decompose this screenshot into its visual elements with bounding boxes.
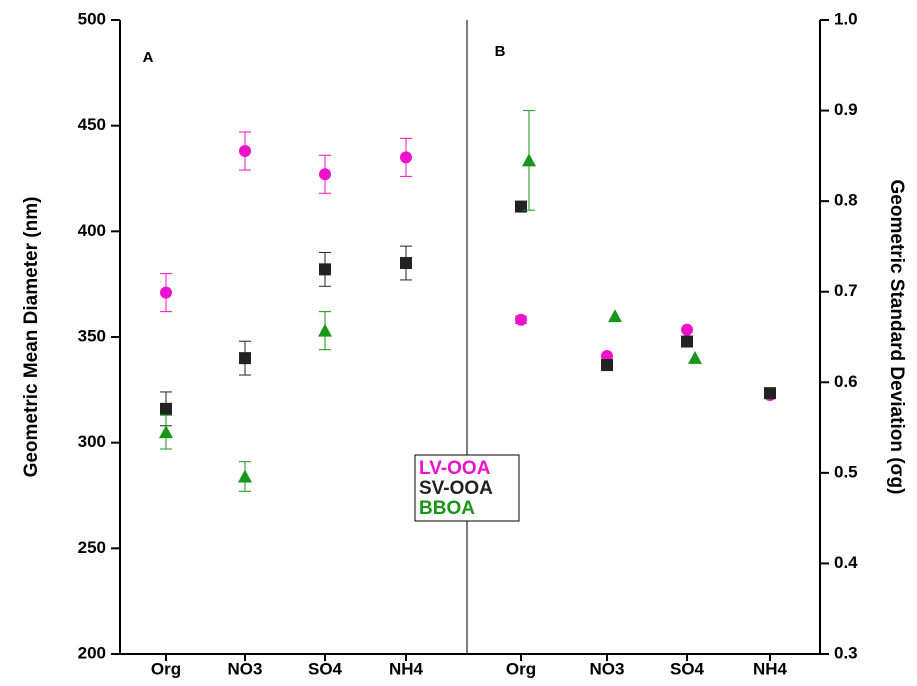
marker bbox=[239, 352, 251, 365]
y-tick-label: 200 bbox=[78, 643, 106, 662]
y-tick-label: 500 bbox=[78, 9, 106, 28]
marker bbox=[400, 151, 412, 164]
marker bbox=[688, 350, 702, 364]
marker bbox=[319, 168, 331, 181]
y-tick-label: 400 bbox=[78, 221, 106, 240]
y2-axis-title: Geometric Standard Deviation (σg) bbox=[886, 180, 907, 495]
x-tick-label: NH4 bbox=[389, 659, 424, 678]
marker bbox=[601, 350, 613, 363]
marker bbox=[601, 359, 613, 372]
x-tick-label: NO3 bbox=[590, 659, 625, 678]
panel-label: A bbox=[143, 49, 154, 66]
y-tick-label: 0.4 bbox=[834, 553, 858, 572]
y-tick-label: 0.7 bbox=[834, 281, 858, 300]
y-tick-label: 0.5 bbox=[834, 462, 858, 481]
marker bbox=[238, 469, 252, 483]
legend-box bbox=[414, 454, 520, 522]
legend-entry: LV-OOA bbox=[419, 458, 491, 479]
marker bbox=[319, 263, 331, 276]
y-tick-label: 450 bbox=[78, 115, 106, 134]
y-tick-label: 0.8 bbox=[834, 191, 858, 210]
marker bbox=[522, 153, 536, 167]
marker bbox=[681, 335, 693, 348]
x-tick-label: Org bbox=[506, 659, 536, 678]
legend-entry: SV-OOA bbox=[419, 478, 493, 499]
marker bbox=[159, 425, 173, 439]
y-tick-label: 350 bbox=[78, 326, 106, 345]
x-tick-label: Org bbox=[151, 659, 181, 678]
marker bbox=[160, 286, 172, 299]
x-tick-label: SO4 bbox=[308, 659, 343, 678]
marker bbox=[515, 313, 527, 326]
y-tick-label: 250 bbox=[78, 538, 106, 557]
y-tick-label: 300 bbox=[78, 432, 106, 451]
marker bbox=[681, 323, 693, 336]
marker bbox=[239, 145, 251, 158]
y-tick-label: 0.9 bbox=[834, 100, 858, 119]
y-axis-title: Geometric Mean Diameter (nm) bbox=[21, 197, 42, 478]
x-tick-label: SO4 bbox=[670, 659, 705, 678]
panel-label: B bbox=[495, 43, 506, 60]
legend-entry: BBOA bbox=[419, 498, 475, 519]
x-tick-label: NH4 bbox=[753, 659, 788, 678]
marker bbox=[608, 309, 622, 323]
marker bbox=[318, 323, 332, 337]
marker bbox=[160, 402, 172, 415]
x-tick-label: NO3 bbox=[228, 659, 263, 678]
marker bbox=[764, 387, 776, 400]
marker bbox=[515, 200, 527, 213]
y-tick-label: 1.0 bbox=[834, 9, 858, 28]
marker bbox=[400, 257, 412, 270]
y-tick-label: 0.3 bbox=[834, 643, 858, 662]
y-tick-label: 0.6 bbox=[834, 372, 858, 391]
